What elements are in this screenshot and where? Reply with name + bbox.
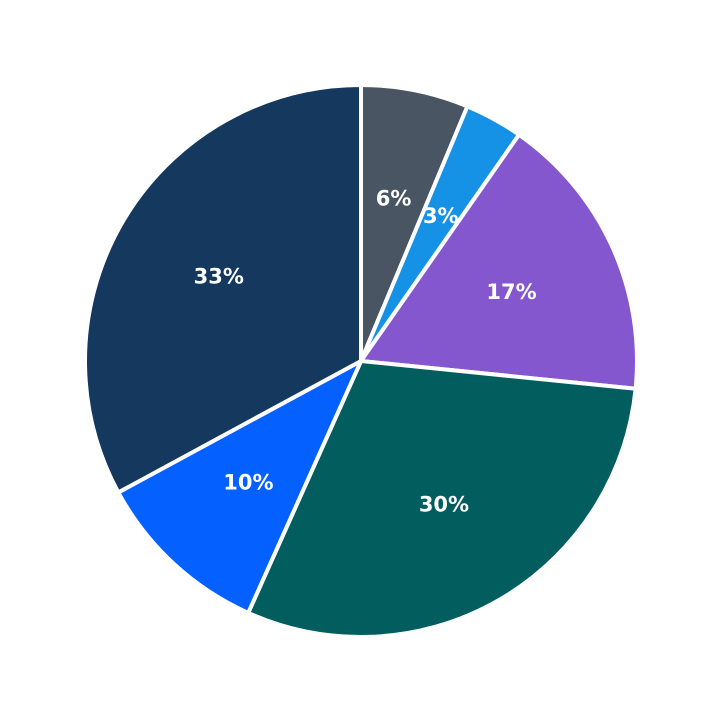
slice-label: 17% — [486, 280, 536, 304]
slice-label: 6% — [376, 187, 412, 211]
pie-slice — [83, 83, 363, 495]
slice-label: 33% — [194, 264, 244, 288]
slice-label: 3% — [423, 204, 459, 228]
slice-label: 30% — [419, 492, 469, 516]
pie-slice — [359, 132, 639, 391]
pie-slice — [246, 359, 638, 639]
slice-label: 10% — [223, 470, 273, 494]
pie-slice — [116, 359, 363, 615]
